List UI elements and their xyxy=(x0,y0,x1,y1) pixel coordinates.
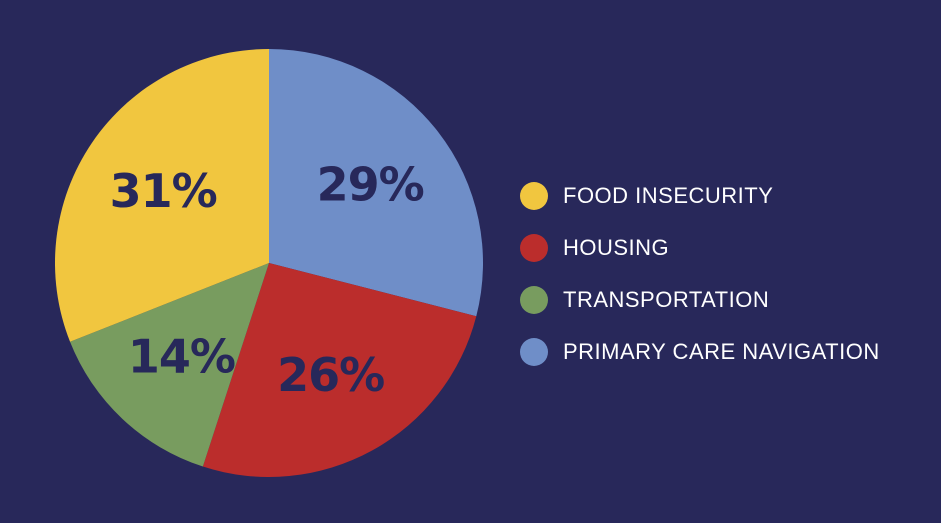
pie-slice-primary-care-navigation xyxy=(269,49,484,317)
legend-label: PRIMARY CARE NAVIGATION xyxy=(563,339,880,364)
legend-label: HOUSING xyxy=(563,235,670,260)
pie-slice-transportation xyxy=(70,263,269,467)
chart-legend: FOOD INSECURITY HOUSING TRANSPORTATION PRIM… xyxy=(520,170,880,378)
slice-label-housing: 26% xyxy=(277,348,384,402)
pie-slice-food-insecurity xyxy=(54,49,270,342)
legend-item-primary-care-navigation: PRIMARY CARE NAVIGATION xyxy=(520,326,880,378)
legend-swatch-housing xyxy=(520,234,548,262)
legend-label: TRANSPORTATION xyxy=(563,287,770,312)
legend-item-transportation: TRANSPORTATION xyxy=(520,274,880,326)
slice-label-food-insecurity: 31% xyxy=(110,164,217,218)
legend-item-food-insecurity: FOOD INSECURITY xyxy=(520,170,880,222)
legend-swatch-food-insecurity xyxy=(520,182,548,210)
slice-label-primary-care-navigation: 29% xyxy=(317,158,424,212)
legend-item-housing: HOUSING xyxy=(520,222,880,274)
pie-slice-housing xyxy=(202,263,477,477)
legend-swatch-transportation xyxy=(520,286,548,314)
legend-label: FOOD INSECURITY xyxy=(563,183,774,208)
legend-swatch-primary-care-navigation xyxy=(520,338,548,366)
slice-label-transportation: 14% xyxy=(128,329,235,383)
